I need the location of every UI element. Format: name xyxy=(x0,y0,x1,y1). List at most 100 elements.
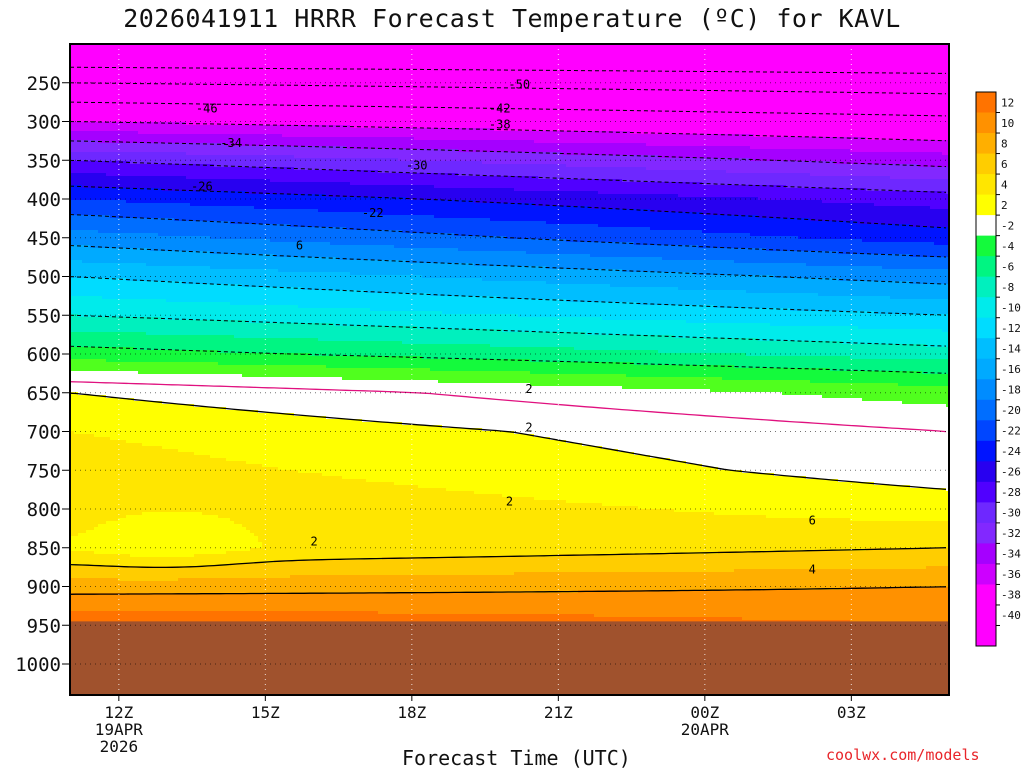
fill-cell xyxy=(550,362,555,375)
fill-cell xyxy=(622,374,627,390)
fill-cell xyxy=(610,257,615,270)
fill-cell xyxy=(318,44,323,117)
fill-cell xyxy=(250,578,255,594)
fill-cell xyxy=(170,320,175,336)
fill-cell xyxy=(446,119,451,129)
fill-cell xyxy=(650,509,655,555)
fill-cell xyxy=(482,236,487,252)
fill-cell xyxy=(162,335,167,351)
fill-cell xyxy=(406,44,411,117)
fill-cell xyxy=(646,287,651,306)
fill-cell xyxy=(146,218,151,234)
fill-cell xyxy=(734,233,739,249)
fill-cell xyxy=(418,488,423,558)
fill-cell xyxy=(706,260,711,276)
fill-cell xyxy=(342,44,347,117)
fill-cell xyxy=(530,281,535,300)
fill-cell xyxy=(70,536,75,552)
fill-cell xyxy=(774,173,779,186)
fill-cell xyxy=(218,155,223,168)
fill-cell xyxy=(230,365,235,375)
fill-cell xyxy=(310,182,315,195)
fill-cell xyxy=(222,320,227,336)
fill-cell xyxy=(530,593,535,615)
fill-cell xyxy=(250,206,255,225)
fill-cell xyxy=(574,572,579,594)
fill-cell xyxy=(166,404,171,450)
fill-cell xyxy=(514,176,519,192)
fill-cell xyxy=(770,356,775,369)
fill-cell xyxy=(342,146,347,159)
fill-cell xyxy=(698,554,703,573)
fill-cell xyxy=(466,491,471,558)
fill-cell xyxy=(638,134,643,144)
fill-cell xyxy=(242,167,247,180)
fill-cell xyxy=(674,389,679,462)
fill-cell xyxy=(658,335,663,354)
fill-cell xyxy=(430,44,435,120)
fill-cell xyxy=(626,389,631,453)
fill-cell xyxy=(346,479,351,561)
fill-cell xyxy=(350,137,355,150)
fill-cell xyxy=(314,575,319,594)
fill-cell xyxy=(730,122,735,135)
fill-cell xyxy=(382,245,387,261)
fill-cell xyxy=(106,143,111,153)
fill-cell xyxy=(270,563,275,579)
fill-cell xyxy=(250,194,255,207)
fill-cell xyxy=(294,227,299,243)
fill-cell xyxy=(94,248,99,264)
fill-cell xyxy=(198,554,203,567)
fill-cell xyxy=(274,338,279,354)
fill-cell xyxy=(210,239,215,255)
fill-cell xyxy=(138,233,143,249)
fill-cell xyxy=(566,302,571,318)
fill-cell xyxy=(346,272,351,291)
fill-cell xyxy=(102,578,107,594)
fill-cell xyxy=(306,170,311,183)
fill-cell xyxy=(478,218,483,237)
fill-cell xyxy=(458,263,463,279)
fill-cell xyxy=(206,221,211,237)
fill-cell xyxy=(270,305,275,324)
fill-cell xyxy=(118,44,123,114)
fill-cell xyxy=(590,242,595,258)
fill-cell xyxy=(222,335,227,354)
fill-cell xyxy=(90,215,95,231)
fill-cell xyxy=(262,578,267,594)
fill-cell xyxy=(766,392,771,474)
fill-cell xyxy=(102,299,107,318)
fill-cell xyxy=(530,557,535,573)
fill-cell xyxy=(710,365,715,378)
fill-cell xyxy=(770,569,775,591)
fill-cell xyxy=(70,578,75,594)
fill-cell xyxy=(238,551,243,564)
fill-cell xyxy=(378,380,383,423)
fill-cell xyxy=(354,149,359,159)
fill-cell xyxy=(410,128,415,138)
fill-cell xyxy=(370,275,375,294)
fill-cell xyxy=(514,131,519,141)
fill-cell xyxy=(378,149,383,159)
fill-cell xyxy=(762,200,767,219)
fill-cell xyxy=(746,197,751,216)
fill-cell xyxy=(530,332,535,348)
fill-cell xyxy=(462,161,467,177)
fill-cell xyxy=(294,287,299,306)
fill-cell xyxy=(582,143,587,156)
fill-cell xyxy=(750,515,755,552)
fill-cell xyxy=(130,218,135,234)
fill-cell xyxy=(494,131,499,141)
fill-cell xyxy=(782,251,787,264)
fill-cell xyxy=(758,149,763,162)
fill-cell xyxy=(710,248,715,261)
fill-cell xyxy=(274,377,279,414)
fill-cell xyxy=(690,290,695,306)
fill-cell xyxy=(366,260,371,276)
fill-cell xyxy=(206,164,211,180)
fill-cell xyxy=(622,227,627,243)
fill-cell xyxy=(270,146,275,156)
fill-cell xyxy=(74,551,79,567)
fill-cell xyxy=(458,575,463,594)
fill-cell xyxy=(466,359,471,372)
